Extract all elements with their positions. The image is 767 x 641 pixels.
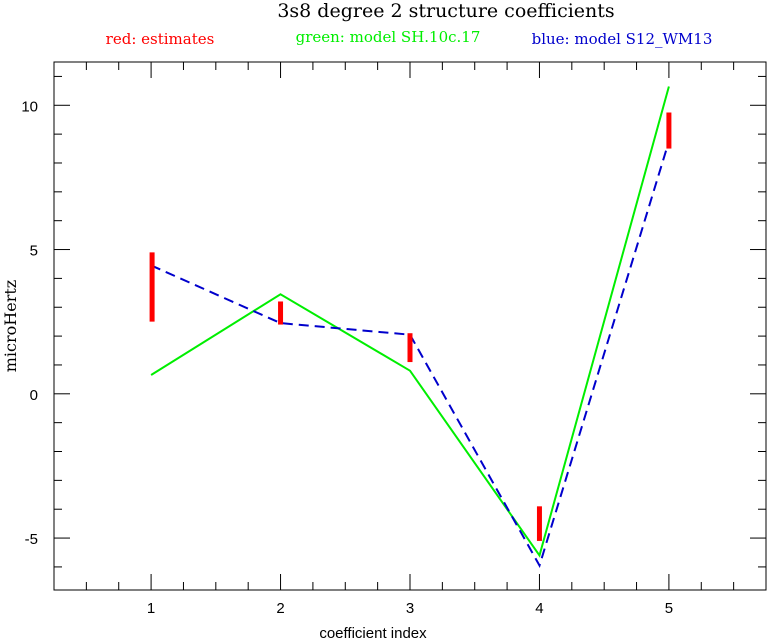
x-tick-label: 2 [276, 600, 284, 617]
y-tick-label: 0 [30, 387, 38, 404]
y-tick-label: -5 [25, 531, 38, 548]
series-lines [150, 86, 670, 569]
chart-title: 3s8 degree 2 structure coefficients [277, 0, 614, 22]
tick-labels: 1 2 3 4 5 -5 0 5 10 [21, 98, 673, 617]
legend-green-model: green: model SH.10c.17 [296, 28, 481, 46]
plot-frame [53, 61, 767, 591]
legend-blue-model: blue: model S12_WM13 [532, 30, 713, 48]
x-tick-label: 4 [535, 600, 543, 617]
x-tick-label: 5 [665, 600, 673, 617]
legend-estimates: red: estimates [106, 30, 215, 48]
y-axis-label: microHertz [1, 280, 20, 372]
y-tick-label: 5 [30, 243, 38, 260]
x-tick-label: 1 [147, 600, 155, 617]
y-tick-label: 10 [21, 98, 38, 115]
x-tick-label: 3 [406, 600, 414, 617]
series-line-green-model [150, 86, 670, 558]
estimate-bars [149, 112, 672, 541]
x-axis-label: coefficient index [319, 625, 427, 641]
axis-ticks [54, 62, 766, 590]
